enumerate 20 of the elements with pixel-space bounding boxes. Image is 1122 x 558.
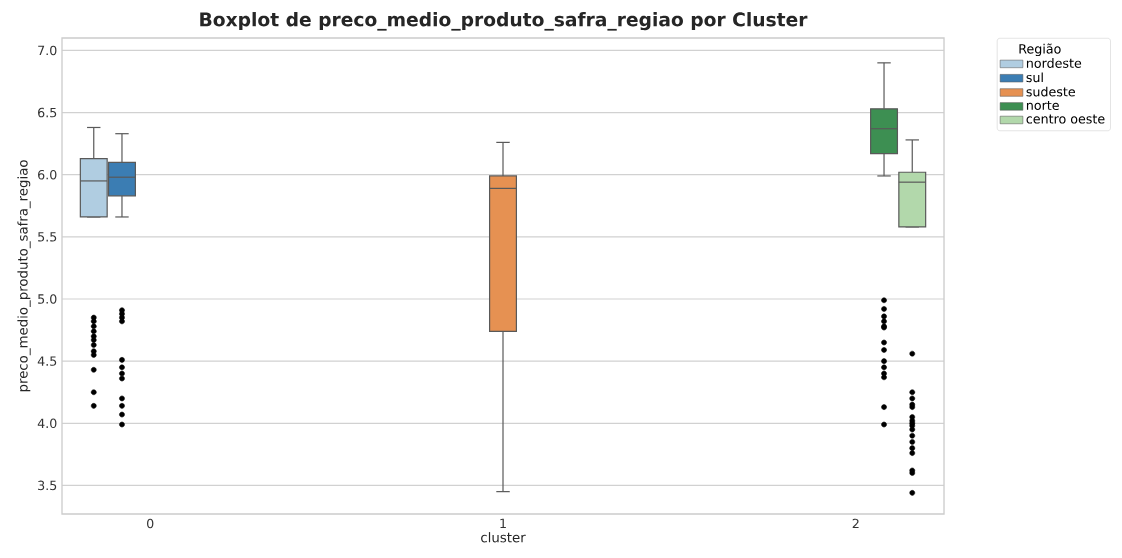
legend-label: centro oeste — [1026, 114, 1105, 124]
x-tick-label: 0 — [147, 518, 154, 529]
y-tick-label: 6.5 — [38, 107, 57, 118]
chart-title: Boxplot de preco_medio_produto_safra_regiao por Cluster — [200, 12, 808, 31]
x-tick-label: 1 — [500, 518, 506, 528]
y-tick-label: 4.5 — [37, 356, 57, 366]
x-tick-label: 2 — [852, 518, 859, 529]
y-tick-label: 3.5 — [38, 480, 57, 491]
y-tick-label: 6.0 — [38, 169, 57, 180]
legend-label: sudeste — [1026, 86, 1075, 97]
legend-label: norte — [1026, 100, 1059, 111]
y-axis-title: preco_medio_produto_safra_regiao — [17, 160, 31, 392]
y-tick-label: 5.0 — [38, 294, 57, 304]
legend-label: sul — [1026, 72, 1043, 83]
y-tick-label: 4.0 — [37, 418, 57, 429]
x-axis-title: cluster — [481, 532, 526, 543]
legend-label: nordeste — [1026, 58, 1082, 68]
legend-title: Região — [1019, 43, 1061, 57]
y-tick-label: 5.5 — [38, 232, 57, 242]
y-tick-label: 7.0 — [38, 45, 57, 56]
